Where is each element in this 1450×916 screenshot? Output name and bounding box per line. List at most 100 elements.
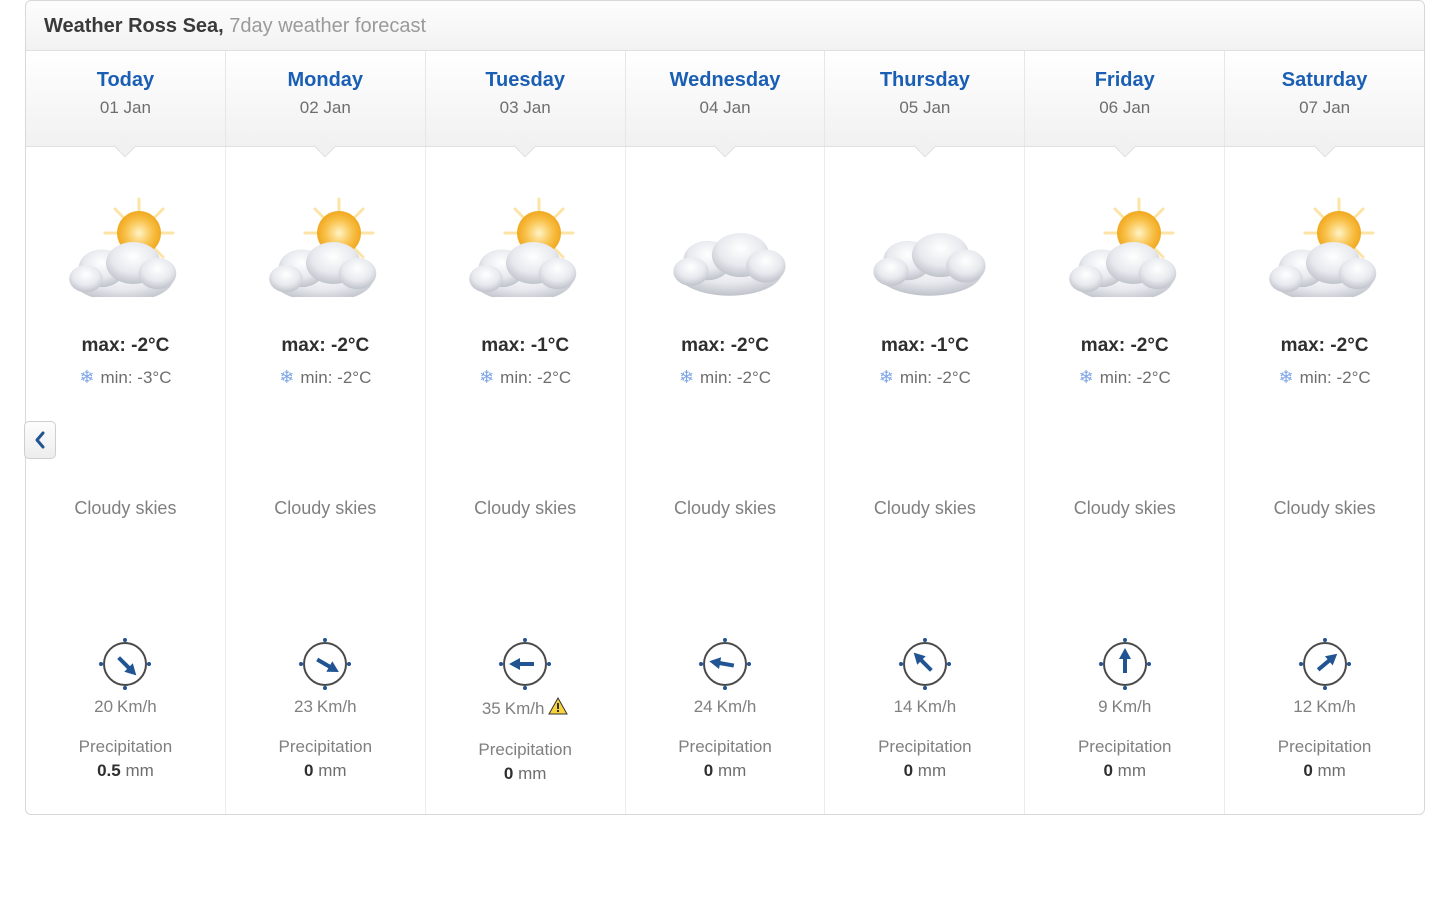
temp-min: ❄ min: -2°C [426, 367, 625, 388]
temp-min: ❄ min: -2°C [825, 367, 1024, 388]
temp-min: ❄ min: -2°C [626, 367, 825, 388]
day-tab[interactable]: Wednesday 04 Jan [626, 51, 826, 146]
wind-compass-icon [900, 639, 950, 689]
snowflake-icon: ❄ [479, 367, 494, 388]
temp-max: max: -2°C [1025, 335, 1224, 357]
wind-speed: 14 Km/h [894, 697, 957, 717]
warning-icon [548, 697, 568, 720]
precip-label: Precipitation [226, 737, 425, 757]
temp-min: ❄ min: -2°C [1025, 367, 1224, 388]
wind-block: 20 Km/h [26, 639, 225, 717]
condition-text: Cloudy skies [626, 498, 825, 519]
precipitation: Precipitation 0 mm [825, 737, 1024, 781]
wind-block: 14 Km/h [825, 639, 1024, 717]
day-date: 06 Jan [1025, 98, 1224, 118]
day-name: Saturday [1225, 69, 1424, 92]
temp-max: max: -2°C [226, 335, 425, 357]
forecast-panel: Weather Ross Sea, 7day weather forecast … [25, 0, 1425, 815]
panel-header: Weather Ross Sea, 7day weather forecast [26, 1, 1424, 51]
precip-value: 0 mm [1025, 761, 1224, 781]
wind-speed: 9 Km/h [1098, 697, 1151, 717]
day-name: Monday [226, 69, 425, 92]
day-column: max: -2°C ❄ min: -3°C Cloudy skies 20 Km… [26, 147, 226, 814]
day-date: 01 Jan [26, 98, 225, 118]
wind-compass-icon [700, 639, 750, 689]
partly-cloudy-icon [255, 177, 395, 297]
day-name: Tuesday [426, 69, 625, 92]
location-title: Weather Ross Sea, [44, 15, 224, 37]
precipitation: Precipitation 0 mm [226, 737, 425, 781]
condition-text: Cloudy skies [825, 498, 1024, 519]
temp-max: max: -1°C [426, 335, 625, 357]
cloudy-icon [655, 177, 795, 297]
wind-compass-icon [300, 639, 350, 689]
snowflake-icon: ❄ [679, 367, 694, 388]
wind-block: 12 Km/h [1225, 639, 1424, 717]
day-column: max: -2°C ❄ min: -2°C Cloudy skies 9 Km/… [1025, 147, 1225, 814]
temp-min: ❄ min: -2°C [1225, 367, 1424, 388]
snowflake-icon: ❄ [1279, 367, 1294, 388]
wind-speed: 23 Km/h [294, 697, 357, 717]
days-header-row: Today 01 Jan Monday 02 Jan Tuesday 03 Ja… [26, 51, 1424, 147]
precip-value: 0.5 mm [26, 761, 225, 781]
day-tab[interactable]: Today 01 Jan [26, 51, 226, 146]
precipitation: Precipitation 0.5 mm [26, 737, 225, 781]
wind-compass-icon [1300, 639, 1350, 689]
day-column: max: -2°C ❄ min: -2°C Cloudy skies 23 Km… [226, 147, 426, 814]
precip-value: 0 mm [626, 761, 825, 781]
day-column: max: -2°C ❄ min: -2°C Cloudy skies 12 Km… [1225, 147, 1424, 814]
condition-text: Cloudy skies [426, 498, 625, 519]
precipitation: Precipitation 0 mm [1025, 737, 1224, 781]
temp-min: ❄ min: -2°C [226, 367, 425, 388]
day-date: 05 Jan [825, 98, 1024, 118]
day-column: max: -2°C ❄ min: -2°C Cloudy skies 24 Km… [626, 147, 826, 814]
precip-value: 0 mm [426, 764, 625, 784]
temp-max: max: -2°C [626, 335, 825, 357]
day-name: Wednesday [626, 69, 825, 92]
precip-label: Precipitation [626, 737, 825, 757]
day-tab[interactable]: Monday 02 Jan [226, 51, 426, 146]
wind-speed: 12 Km/h [1293, 697, 1356, 717]
snowflake-icon: ❄ [879, 367, 894, 388]
precip-label: Precipitation [1025, 737, 1224, 757]
temp-min: ❄ min: -3°C [26, 367, 225, 388]
precip-value: 0 mm [825, 761, 1024, 781]
day-tab[interactable]: Saturday 07 Jan [1225, 51, 1424, 146]
day-column: max: -1°C ❄ min: -2°C Cloudy skies 35 Km… [426, 147, 626, 814]
wind-block: 9 Km/h [1025, 639, 1224, 717]
precip-value: 0 mm [1225, 761, 1424, 781]
precipitation: Precipitation 0 mm [626, 737, 825, 781]
wind-block: 35 Km/h [426, 639, 625, 720]
partly-cloudy-icon [1255, 177, 1395, 297]
back-button[interactable] [24, 421, 56, 459]
wind-speed: 24 Km/h [694, 697, 757, 717]
precip-label: Precipitation [26, 737, 225, 757]
wind-speed: 35 Km/h [482, 697, 569, 720]
day-tab[interactable]: Tuesday 03 Jan [426, 51, 626, 146]
wind-block: 24 Km/h [626, 639, 825, 717]
chevron-left-icon [33, 431, 47, 449]
temp-max: max: -2°C [26, 335, 225, 357]
day-tab[interactable]: Friday 06 Jan [1025, 51, 1225, 146]
day-date: 04 Jan [626, 98, 825, 118]
wind-compass-icon [500, 639, 550, 689]
wind-block: 23 Km/h [226, 639, 425, 717]
day-name: Today [26, 69, 225, 92]
wind-speed: 20 Km/h [94, 697, 157, 717]
temp-max: max: -2°C [1225, 335, 1424, 357]
day-date: 03 Jan [426, 98, 625, 118]
partly-cloudy-icon [55, 177, 195, 297]
temp-max: max: -1°C [825, 335, 1024, 357]
day-name: Friday [1025, 69, 1224, 92]
day-tab[interactable]: Thursday 05 Jan [825, 51, 1025, 146]
day-name: Thursday [825, 69, 1024, 92]
wind-compass-icon [100, 639, 150, 689]
wind-compass-icon [1100, 639, 1150, 689]
snowflake-icon: ❄ [1079, 367, 1094, 388]
condition-text: Cloudy skies [226, 498, 425, 519]
precip-label: Precipitation [1225, 737, 1424, 757]
precip-value: 0 mm [226, 761, 425, 781]
precipitation: Precipitation 0 mm [426, 740, 625, 784]
condition-text: Cloudy skies [1025, 498, 1224, 519]
condition-text: Cloudy skies [1225, 498, 1424, 519]
